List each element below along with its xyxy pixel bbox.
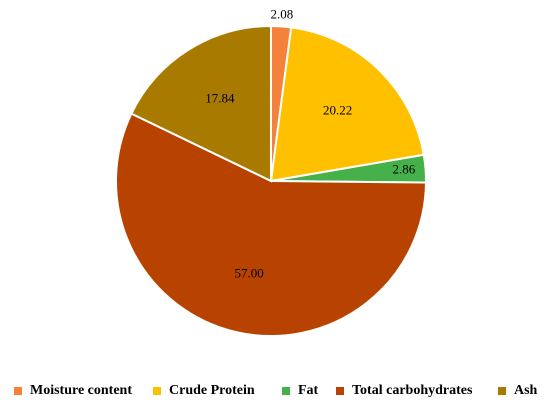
pie-label-ash: 17.84 (205, 91, 235, 106)
pie-label-moisture-content: 2.08 (270, 6, 293, 21)
legend-swatch-crude-protein (153, 387, 161, 395)
legend-label-crude-protein: Crude Protein (169, 383, 255, 398)
pie-label-crude-protein: 20.22 (323, 103, 352, 118)
pie-chart: 2.08 20.22 2.86 57.00 17.84 (115, 6, 428, 337)
legend-label-moisture-content: Moisture content (30, 383, 132, 398)
legend-label-ash: Ash (514, 383, 538, 398)
legend-swatch-ash (498, 387, 506, 395)
legend-swatch-total-carbohydrates (336, 387, 344, 395)
legend-swatch-fat (282, 387, 290, 395)
pie-slice-crude-protein (269, 26, 425, 183)
legend-swatch-moisture-content (14, 387, 22, 395)
pie-slice-total-carbohydrates (115, 112, 428, 337)
pie-value-labels: 2.08 20.22 2.86 57.00 17.84 (205, 6, 415, 280)
chart-legend: Moisture content Crude Protein Fat Total… (0, 382, 550, 400)
legend-label-fat: Fat (298, 383, 319, 398)
legend-item-total-carbohydrates: Total carbohydrates (336, 382, 472, 400)
legend-item-ash: Ash (498, 382, 537, 400)
pie-slice-ash (130, 24, 272, 183)
legend-label-total-carbohydrates: Total carbohydrates (352, 383, 473, 398)
pie-slices (115, 24, 428, 337)
legend-item-crude-protein: Crude Protein (153, 382, 255, 400)
legend-item-moisture-content: Moisture content (14, 382, 132, 400)
pie-label-total-carbohydrates: 57.00 (234, 266, 263, 281)
pie-label-fat: 2.86 (393, 161, 416, 176)
legend-item-fat: Fat (282, 382, 318, 400)
